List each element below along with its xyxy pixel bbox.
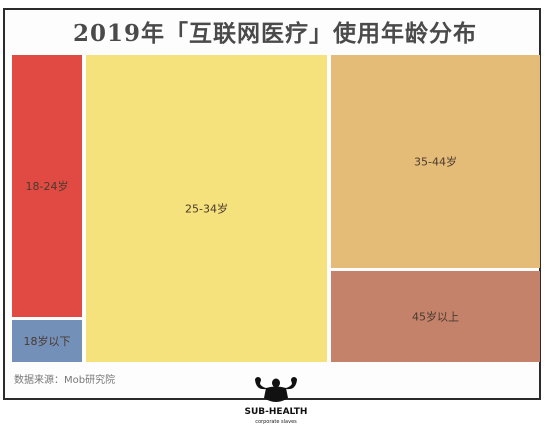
cell-35-44 bbox=[331, 55, 540, 268]
flexing-figure-icon bbox=[255, 377, 297, 402]
cell-18-24 bbox=[12, 55, 82, 317]
cell-35-44-label: 35-44岁 bbox=[414, 155, 457, 169]
cell-18-24-label: 18-24岁 bbox=[26, 179, 69, 193]
logo-tagline: corporate slaves bbox=[255, 419, 297, 425]
logo-name: SUB-HEALTH bbox=[244, 407, 308, 417]
cell-25-34 bbox=[86, 55, 327, 362]
chart-title: 2019年「互联网医疗」使用年龄分布 bbox=[72, 20, 477, 47]
data-source: 数据来源：Mob研究院 bbox=[14, 375, 116, 386]
cell-under-18 bbox=[12, 320, 82, 362]
cell-under-18-label: 18岁以下 bbox=[24, 334, 71, 348]
sub-health-logo: SUB-HEALTH corporate slaves bbox=[244, 376, 308, 442]
cell-45-plus bbox=[331, 271, 540, 362]
cell-45-plus-label: 45岁以上 bbox=[412, 310, 459, 324]
cell-25-34-label: 25-34岁 bbox=[185, 202, 228, 216]
